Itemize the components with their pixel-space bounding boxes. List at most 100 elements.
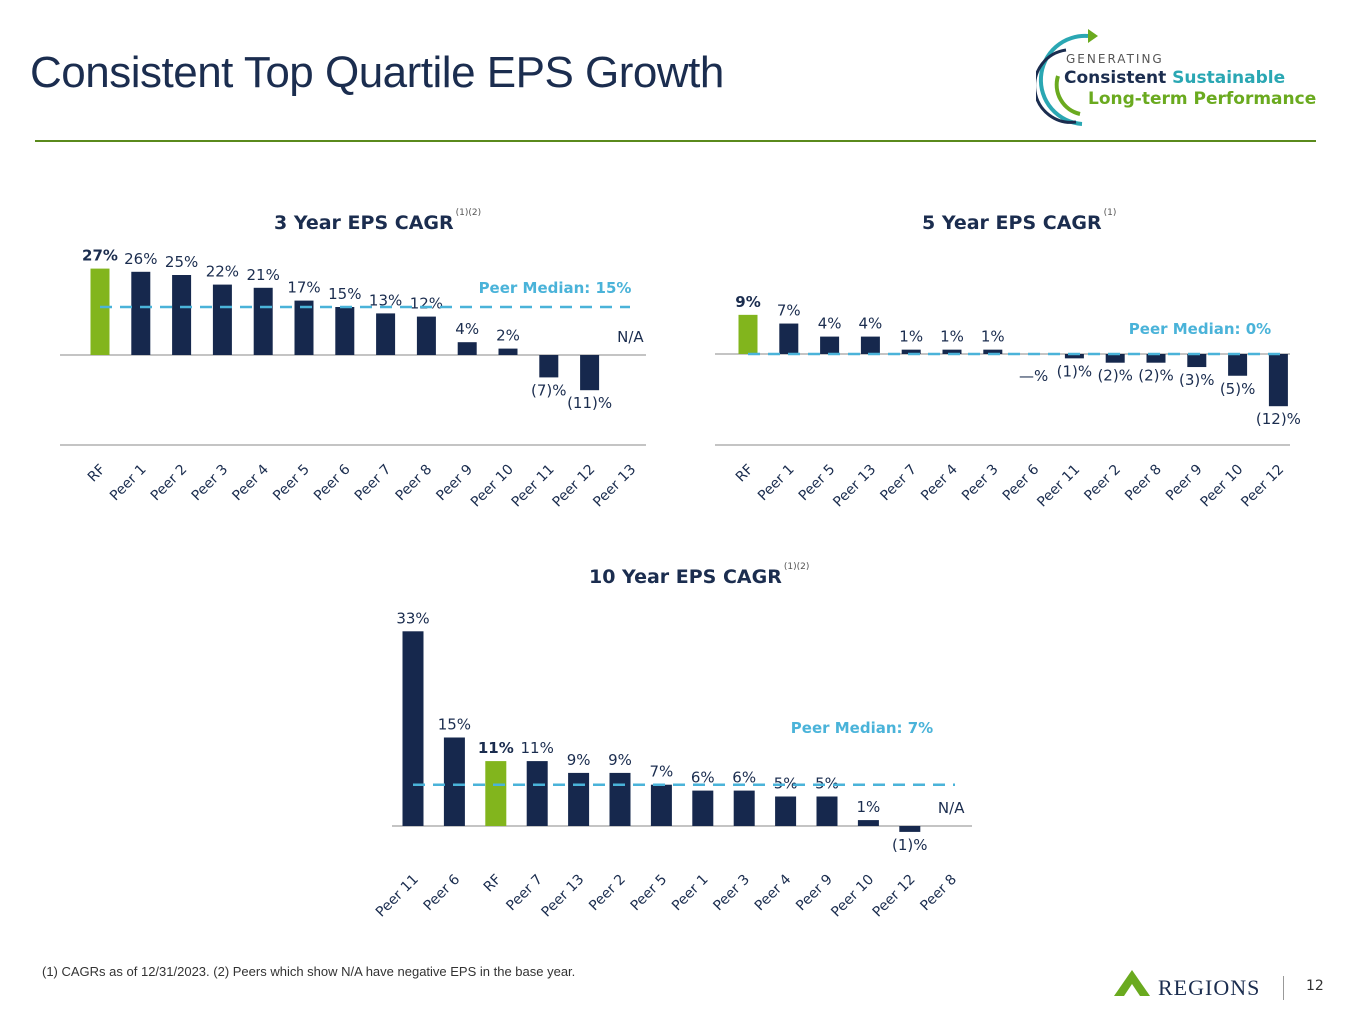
- regions-triangle-logo-icon: [1114, 970, 1150, 996]
- logo-line-1: Consistent Sustainable: [1064, 68, 1285, 88]
- category-label-5yr-peer-4: Peer 4: [918, 461, 961, 504]
- category-label-3yr-peer-11: Peer 11: [509, 462, 558, 511]
- value-label-3yr-peer-4: 21%: [247, 266, 280, 284]
- value-label-5yr-peer-5: 4%: [818, 315, 842, 333]
- value-label-10yr-peer-13: 9%: [567, 751, 591, 769]
- category-label-10yr-peer-1: Peer 1: [669, 872, 712, 915]
- value-label-3yr-peer-6: 15%: [328, 285, 361, 303]
- bar-3yr-peer-12: [580, 355, 600, 391]
- chart-title-10yr-text: 10 Year EPS CAGR: [589, 566, 782, 588]
- category-label-5yr-peer-8: Peer 8: [1122, 462, 1165, 505]
- value-label-3yr-peer-5: 17%: [287, 279, 320, 297]
- chart-title-3yr-text: 3 Year EPS CAGR: [274, 212, 454, 234]
- bar-3yr-peer-4: [253, 287, 273, 355]
- value-label-10yr-peer-11: 33%: [396, 609, 429, 627]
- value-label-10yr-rf: 11%: [478, 739, 514, 757]
- bar-3yr-peer-9: [457, 342, 477, 355]
- value-label-5yr-peer-7: 1%: [899, 328, 923, 346]
- value-label-5yr-peer-6: —%: [1019, 367, 1048, 385]
- value-label-10yr-peer-8: N/A: [938, 799, 965, 817]
- bar-10yr-peer-1: [692, 790, 714, 826]
- category-label-3yr-peer-10: Peer 10: [468, 462, 517, 511]
- bar-5yr-peer-9: [1187, 354, 1207, 368]
- category-label-10yr-peer-12: Peer 12: [870, 872, 919, 921]
- bar-5yr-peer-3: [983, 349, 1003, 354]
- category-label-10yr-peer-6: Peer 6: [421, 871, 464, 914]
- generating-logo-arc-icon: [1036, 29, 1098, 126]
- bar-3yr-peer-7: [376, 313, 396, 355]
- value-label-10yr-peer-7: 11%: [521, 739, 554, 757]
- category-label-10yr-peer-4: Peer 4: [752, 871, 795, 914]
- value-label-5yr-peer-3: 1%: [981, 328, 1005, 346]
- value-label-5yr-peer-10: (5)%: [1220, 380, 1256, 398]
- bar-5yr-peer-4: [942, 349, 962, 354]
- category-label-5yr-peer-2: Peer 2: [1081, 462, 1124, 505]
- value-label-3yr-peer-13: N/A: [617, 328, 644, 346]
- value-label-5yr-peer-8: (2)%: [1138, 367, 1174, 385]
- logo-line-2: Long-term Performance: [1088, 89, 1317, 109]
- value-label-5yr-peer-4: 1%: [940, 328, 964, 346]
- category-label-3yr-peer-4: Peer 4: [229, 461, 272, 504]
- bar-3yr-peer-1: [131, 271, 151, 355]
- value-label-3yr-peer-10: 2%: [496, 327, 520, 345]
- bar-5yr-peer-10: [1228, 354, 1248, 376]
- category-label-3yr-peer-3: Peer 3: [189, 462, 232, 505]
- value-label-5yr-peer-2: (2)%: [1097, 367, 1133, 385]
- bar-3yr-peer-11: [539, 355, 559, 378]
- category-label-3yr-peer-2: Peer 2: [148, 462, 191, 505]
- category-label-10yr-peer-5: Peer 5: [628, 872, 671, 915]
- bar-10yr-peer-3: [733, 790, 755, 826]
- category-label-5yr-peer-7: Peer 7: [877, 462, 920, 505]
- value-label-3yr-peer-12: (11)%: [567, 394, 612, 412]
- bar-5yr-peer-11: [1064, 354, 1084, 359]
- median-label-10yr: Peer Median: 7%: [791, 719, 933, 737]
- value-label-3yr-peer-7: 13%: [369, 291, 402, 309]
- bar-3yr-peer-6: [335, 307, 355, 355]
- bar-5yr-peer-13: [860, 336, 880, 354]
- chart-title-5yr-footnote: (1): [1103, 208, 1117, 218]
- category-label-3yr-peer-5: Peer 5: [270, 462, 313, 505]
- value-label-5yr-peer-12: (12)%: [1256, 410, 1301, 428]
- category-label-5yr-rf: RF: [733, 462, 757, 486]
- category-label-3yr-peer-13: Peer 13: [590, 462, 639, 511]
- value-label-5yr-peer-9: (3)%: [1179, 371, 1215, 389]
- bar-5yr-peer-12: [1268, 354, 1288, 407]
- value-label-10yr-peer-5: 7%: [650, 763, 674, 781]
- value-label-10yr-peer-6: 15%: [438, 716, 471, 734]
- footnote: (1) CAGRs as of 12/31/2023. (2) Peers wh…: [42, 964, 576, 979]
- bar-10yr-peer-5: [650, 784, 672, 826]
- bar-10yr-peer-4: [775, 796, 797, 826]
- value-label-3yr-rf: 27%: [82, 247, 118, 265]
- category-label-3yr-peer-7: Peer 7: [352, 462, 395, 505]
- bar-5yr-peer-8: [1146, 354, 1166, 363]
- category-label-3yr-peer-8: Peer 8: [393, 462, 436, 505]
- chart-title-3yr: 3 Year EPS CAGR (1)(2): [274, 208, 481, 234]
- category-label-10yr-peer-8: Peer 8: [917, 872, 960, 915]
- bar-3yr-peer-2: [172, 275, 192, 355]
- value-label-10yr-peer-1: 6%: [691, 769, 715, 787]
- category-label-3yr-peer-12: Peer 12: [549, 462, 598, 511]
- bar-10yr-peer-2: [609, 772, 631, 826]
- bar-3yr-peer-3: [212, 284, 232, 355]
- logo-consistent: Consistent: [1064, 68, 1167, 88]
- category-label-10yr-peer-13: Peer 13: [538, 872, 587, 921]
- bar-5yr-peer-1: [779, 323, 799, 354]
- value-label-3yr-peer-8: 12%: [410, 295, 443, 313]
- bar-5yr-peer-7: [901, 349, 921, 354]
- value-label-10yr-peer-4: 5%: [774, 775, 798, 793]
- category-label-5yr-peer-13: Peer 13: [830, 462, 879, 511]
- bar-10yr-peer-13: [568, 772, 590, 826]
- bar-5yr-peer-5: [820, 336, 840, 354]
- category-label-10yr-peer-3: Peer 3: [710, 872, 753, 915]
- category-label-10yr-peer-2: Peer 2: [586, 872, 629, 915]
- value-label-10yr-peer-3: 6%: [732, 769, 756, 787]
- chart-title-3yr-footnote: (1)(2): [455, 208, 482, 218]
- brand-name: REGIONS: [1158, 975, 1261, 1000]
- bar-3yr-peer-5: [294, 300, 314, 355]
- chart-title-5yr: 5 Year EPS CAGR (1): [922, 208, 1116, 234]
- category-label-5yr-peer-12: Peer 12: [1238, 462, 1287, 511]
- bar-5yr-rf: [738, 314, 758, 354]
- logo-sustainable: Sustainable: [1172, 68, 1286, 88]
- value-label-3yr-peer-3: 22%: [206, 263, 239, 281]
- bar-3yr-peer-8: [416, 316, 436, 355]
